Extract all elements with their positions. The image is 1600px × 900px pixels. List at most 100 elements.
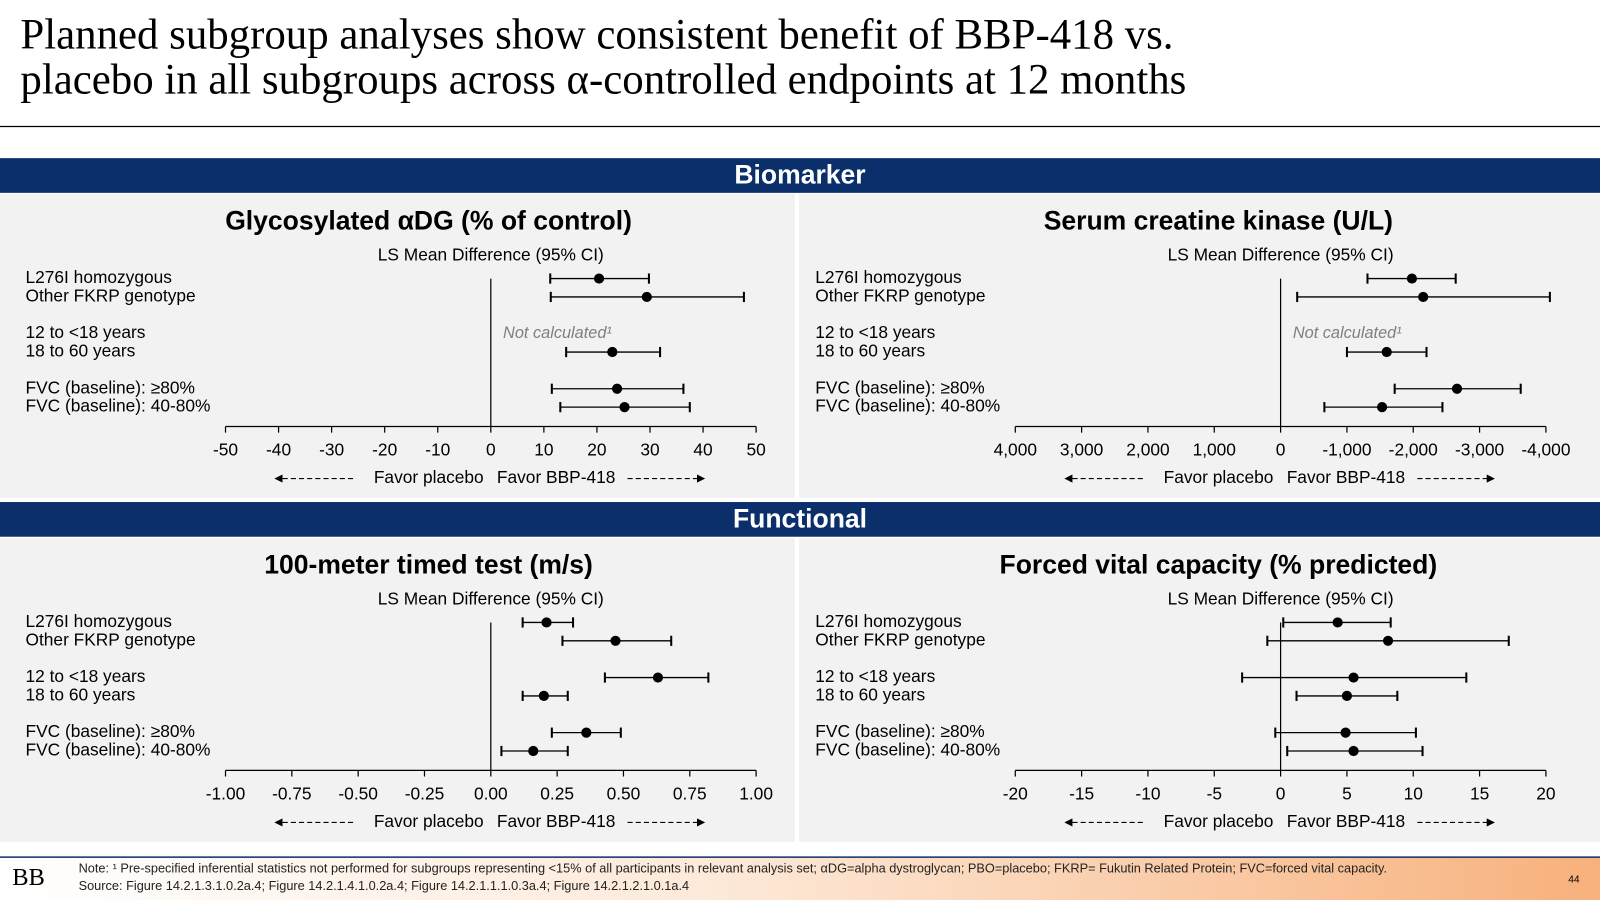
chart-subtitle: LS Mean Difference (95% CI) <box>1168 589 1394 609</box>
point-estimate <box>1340 727 1351 738</box>
x-tick-label: -3,000 <box>1455 440 1504 460</box>
x-tick-label: 0 <box>1276 440 1286 460</box>
row-label: 18 to 60 years <box>26 341 136 361</box>
point-estimate <box>528 745 539 757</box>
x-tick-label: 30 <box>640 440 659 460</box>
favor-right: Favor BBP-418 <box>1287 467 1405 487</box>
row-label: FVC (baseline): ≥80% <box>815 377 984 397</box>
row-label: FVC (baseline): ≥80% <box>26 377 195 397</box>
x-tick-label: -20 <box>1003 783 1028 803</box>
row-label: 12 to <18 years <box>815 322 935 342</box>
footer-bar <box>0 857 1600 900</box>
section-title: Functional <box>733 503 867 533</box>
x-tick-label: -2,000 <box>1389 440 1438 460</box>
footer-note: Note: ¹ Pre-specified inferential statis… <box>78 861 1388 893</box>
logo: BB <box>12 864 45 891</box>
x-tick-label: 0.50 <box>607 783 641 803</box>
x-tick-label: -0.75 <box>272 783 311 803</box>
point-estimate <box>611 383 623 394</box>
row-label: L276I homozygous <box>815 267 962 287</box>
x-tick-label: -30 <box>319 440 344 460</box>
row-label: 18 to 60 years <box>815 341 925 361</box>
x-tick-label: 1.00 <box>739 783 773 803</box>
x-tick-label: 10 <box>534 440 553 460</box>
chart-subtitle: LS Mean Difference (95% CI) <box>378 589 604 609</box>
point-estimate <box>581 727 592 738</box>
point-estimate <box>1451 383 1463 394</box>
x-tick-label: 0 <box>1276 783 1286 803</box>
section-bar <box>0 502 1600 537</box>
chart-title: Glycosylated αDG (% of control) <box>225 205 632 235</box>
row-label: 12 to <18 years <box>26 322 146 342</box>
favor-right: Favor BBP-418 <box>497 467 615 487</box>
x-tick-label: 4,000 <box>994 440 1037 460</box>
point-estimate <box>593 273 605 284</box>
panel <box>0 537 795 842</box>
x-tick-label: 5 <box>1342 783 1352 803</box>
panel <box>0 193 795 498</box>
favor-left: Favor placebo <box>374 811 484 831</box>
x-tick-label: 0 <box>486 440 496 460</box>
row-label: Other FKRP genotype <box>26 286 196 306</box>
row-label: FVC (baseline): 40-80% <box>26 396 211 416</box>
x-tick-label: -0.25 <box>405 783 444 803</box>
chart-title: 100-meter timed test (m/s) <box>264 549 593 579</box>
row-label: FVC (baseline): 40-80% <box>26 740 211 760</box>
row-label: Other FKRP genotype <box>26 629 196 649</box>
x-tick-label: 0.75 <box>673 783 707 803</box>
row-label: FVC (baseline): 40-80% <box>815 740 1000 760</box>
point-estimate <box>1348 672 1359 683</box>
point-estimate <box>641 291 652 303</box>
x-tick-label: 20 <box>1536 783 1555 803</box>
point-estimate <box>1348 745 1359 757</box>
row-label: FVC (baseline): 40-80% <box>815 396 1000 416</box>
row-label: 18 to 60 years <box>26 684 136 704</box>
x-tick-label: 2,000 <box>1126 440 1169 460</box>
row-label: 12 to <18 years <box>26 666 146 686</box>
point-estimate <box>538 690 549 702</box>
favor-left: Favor placebo <box>1164 467 1274 487</box>
x-tick-label: -40 <box>266 440 291 460</box>
x-tick-label: 0.00 <box>474 783 508 803</box>
x-tick-label: 3,000 <box>1060 440 1103 460</box>
row-label: 18 to 60 years <box>815 684 925 704</box>
point-estimate <box>607 346 618 358</box>
x-tick-label: 50 <box>746 440 765 460</box>
chart-subtitle: LS Mean Difference (95% CI) <box>1168 245 1394 265</box>
x-tick-label: 40 <box>693 440 712 460</box>
annotation: Not calculated¹ <box>503 324 612 342</box>
x-tick-label: 1,000 <box>1193 440 1236 460</box>
point-estimate <box>1382 635 1394 646</box>
page-number: 44 <box>1568 874 1580 885</box>
point-estimate <box>1341 690 1353 702</box>
section-title: Biomarker <box>734 160 865 190</box>
x-tick-label: -10 <box>1135 783 1160 803</box>
footer-note-box: Note: ¹ Pre-specified inferential statis… <box>78 861 1388 893</box>
x-tick-label: -4,000 <box>1521 440 1570 460</box>
point-estimate <box>1418 291 1429 303</box>
point-estimate <box>1381 346 1392 358</box>
favor-left: Favor placebo <box>1164 811 1274 831</box>
favor-right: Favor BBP-418 <box>1287 811 1405 831</box>
x-tick-label: -1.00 <box>206 783 246 803</box>
row-label: Other FKRP genotype <box>815 286 985 306</box>
chart-subtitle: LS Mean Difference (95% CI) <box>378 245 604 265</box>
point-estimate <box>1332 617 1343 628</box>
slide-title: placebo in all subgroups across α-contro… <box>20 57 1186 104</box>
x-tick-label: -10 <box>425 440 450 460</box>
x-tick-label: 15 <box>1470 783 1489 803</box>
x-tick-label: 0.25 <box>540 783 574 803</box>
point-estimate <box>652 672 664 683</box>
x-tick-label: -50 <box>213 440 238 460</box>
x-tick-label: -0.50 <box>338 783 378 803</box>
panel <box>798 193 1600 498</box>
point-estimate <box>619 402 630 413</box>
x-tick-label: -1,000 <box>1322 440 1371 460</box>
x-tick-label: -15 <box>1069 783 1094 803</box>
row-label: L276I homozygous <box>26 267 173 287</box>
x-tick-label: -20 <box>372 440 397 460</box>
point-estimate <box>541 617 552 628</box>
slide-title: Planned subgroup analyses show consisten… <box>20 12 1173 59</box>
